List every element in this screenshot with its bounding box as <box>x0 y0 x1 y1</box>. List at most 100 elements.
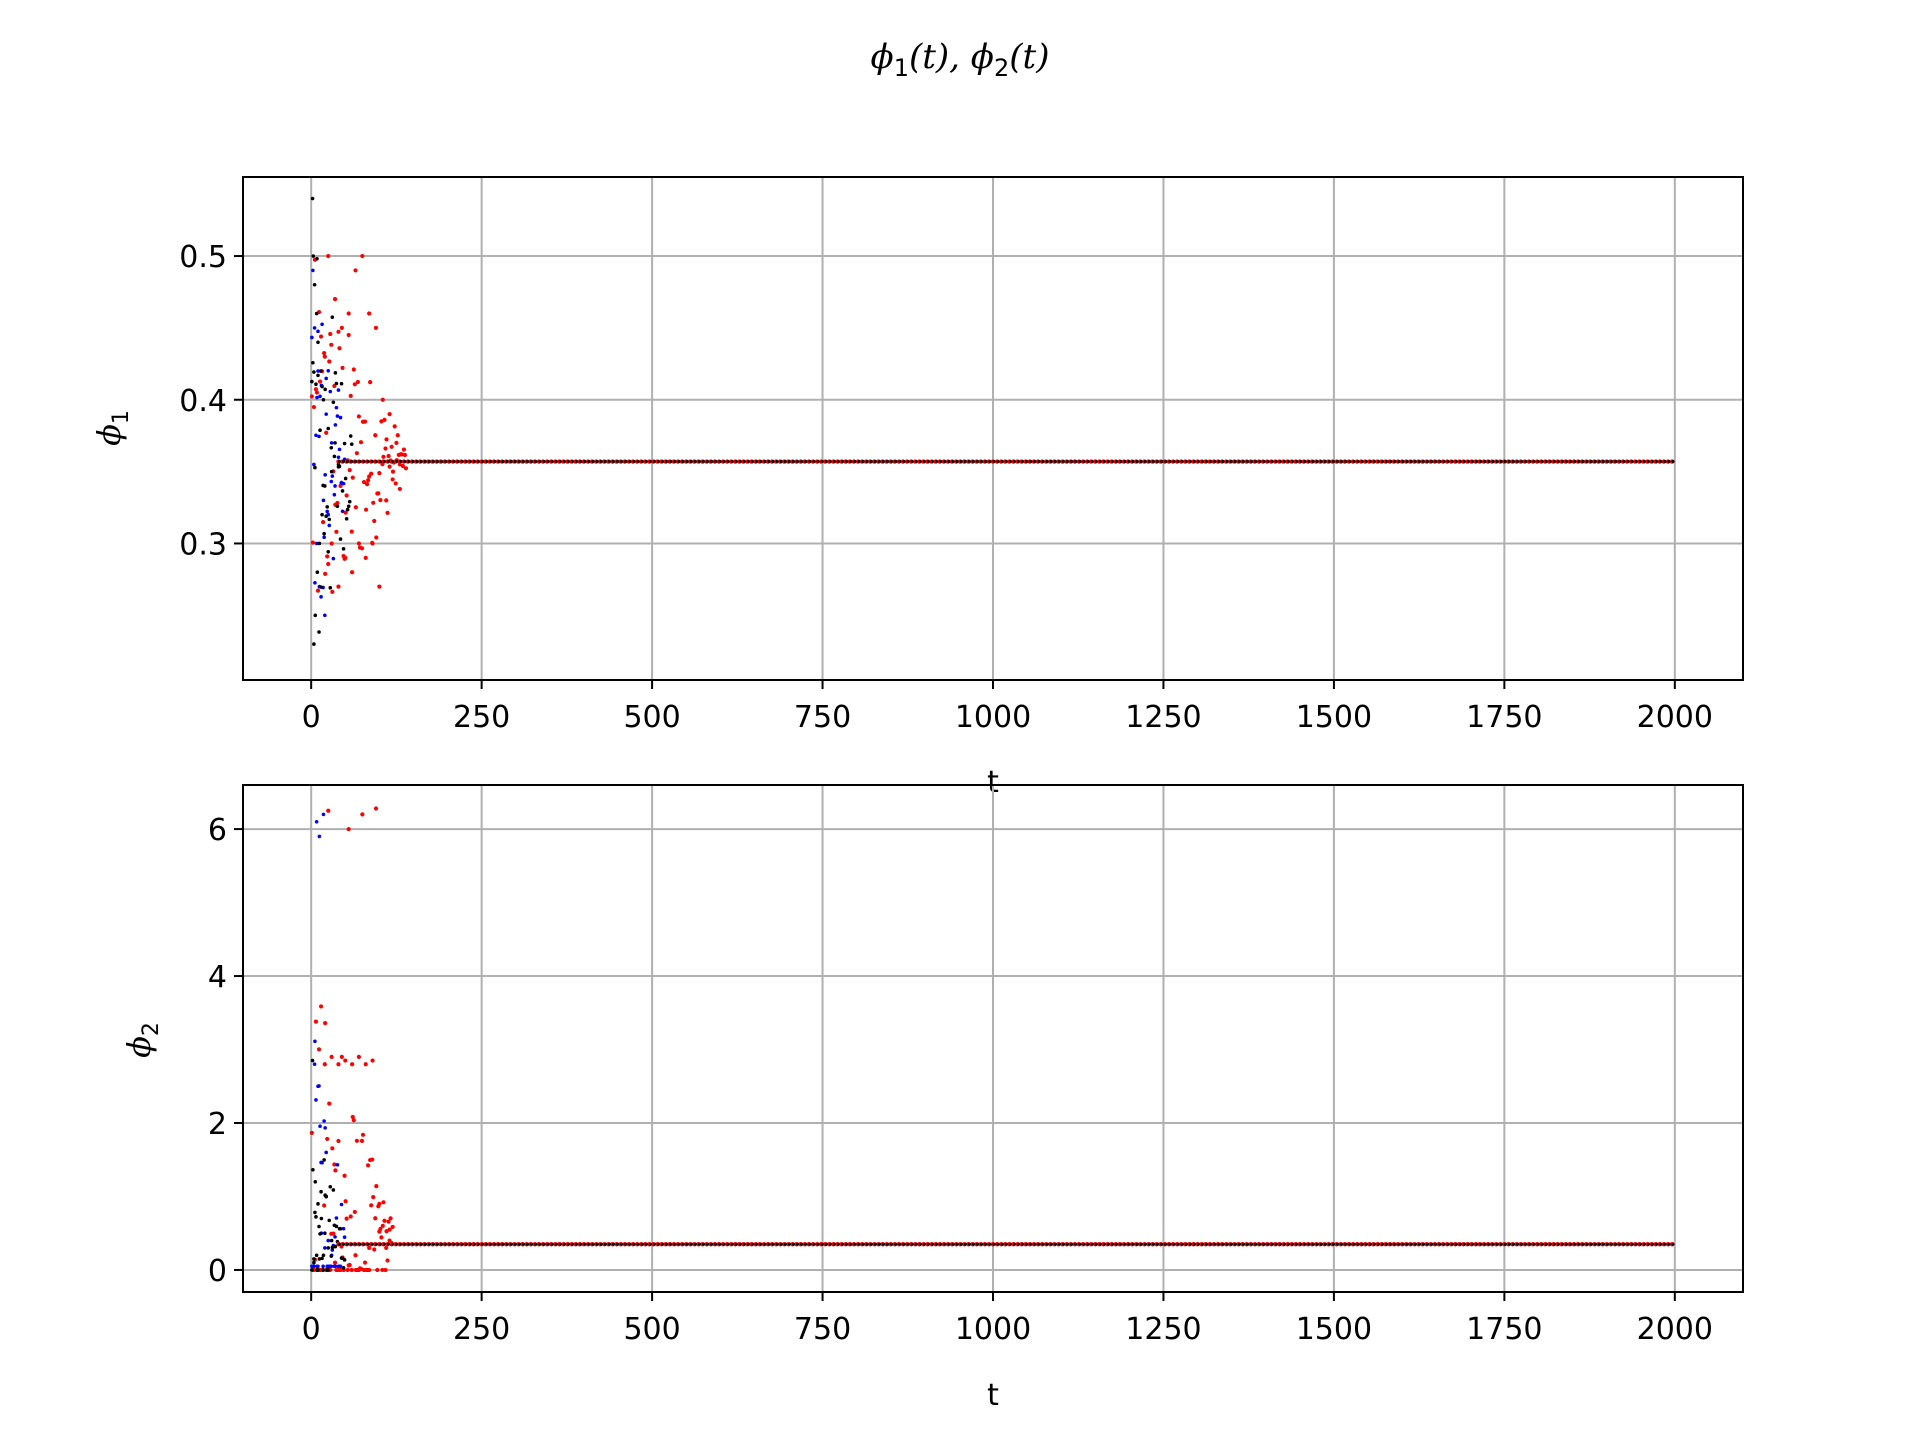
phi1-series-2-point <box>1295 460 1299 464</box>
phi1-series-2-point <box>1377 460 1381 464</box>
phi2-series-2-point <box>1012 1242 1016 1246</box>
phi1-series-2-point <box>314 382 318 387</box>
phi2-series-0-point <box>377 1201 382 1206</box>
phi2-series-1-point <box>321 812 326 817</box>
phi1-series-2-point <box>423 460 427 464</box>
phi2-series-1-point <box>312 1264 316 1269</box>
phi1-series-2-point <box>312 642 316 646</box>
phi1-series-2-point <box>538 460 542 464</box>
phi2-series-1-point <box>316 1084 320 1089</box>
phi1-series-2-point <box>1217 460 1221 464</box>
phi1-series-2-point <box>513 460 517 464</box>
phi2-series-2-point <box>1626 1242 1630 1246</box>
phi2-series-2-point <box>1651 1242 1655 1246</box>
phi2-series-2-point <box>1528 1242 1532 1246</box>
phi2-series-2-point <box>313 1210 317 1215</box>
phi1-series-2-point <box>534 460 538 464</box>
phi2-series-0-point <box>323 1021 328 1026</box>
phi2-series-2-point <box>1569 1242 1573 1246</box>
phi1-series-2-point <box>316 373 320 378</box>
phi1-series-2-point <box>1528 460 1532 464</box>
phi2-series-2-point <box>1336 1242 1340 1246</box>
phi1-series-2-point <box>1237 460 1241 464</box>
phi1-series-0-point <box>311 404 317 410</box>
phi2-series-2-point <box>415 1242 419 1246</box>
phi2-series-2-point <box>669 1242 673 1246</box>
phi1-series-0-point <box>390 469 396 474</box>
phi2-series-0-point <box>366 1163 371 1168</box>
phi1-series-0-point <box>334 529 339 534</box>
phi2-series-0-point <box>343 1058 348 1063</box>
phi1-series-2-point <box>1589 460 1593 464</box>
phi1-series-2-point <box>693 460 697 464</box>
phi1-series-2-point <box>898 460 902 464</box>
phi2-series-2-point <box>314 1253 319 1258</box>
phi1-series-2-point <box>1573 460 1577 464</box>
phi1-series-2-point <box>325 505 330 509</box>
phi2-series-2-point <box>1033 1242 1037 1246</box>
phi1-series-2-point <box>1287 460 1291 464</box>
phi1-series-0-point <box>362 419 368 424</box>
phi2-series-2-point <box>1671 1242 1675 1246</box>
phi2-series-2-point <box>742 1242 746 1246</box>
phi2-series-0-point <box>360 812 365 817</box>
phi1-series-2-point <box>316 340 320 345</box>
phi2-series-2-point <box>1454 1242 1458 1246</box>
phi1-series-2-point <box>411 460 415 464</box>
phi2-series-0-point <box>330 1146 335 1151</box>
phi2-series-2-point <box>624 1242 628 1246</box>
phi2-series-2-point <box>1291 1242 1295 1246</box>
phi1-xtick-label: 0 <box>302 700 321 735</box>
phi1-series-0-point <box>326 561 331 567</box>
phi1-series-2-point <box>890 460 894 464</box>
phi1-series-2-point <box>1262 460 1266 464</box>
phi2-series-2-point <box>685 1242 689 1246</box>
phi1-series-2-point <box>1610 460 1614 464</box>
phi2-series-2-point <box>1458 1242 1462 1246</box>
phi2-series-2-point <box>751 1242 755 1246</box>
phi2-series-2-point <box>1471 1242 1475 1246</box>
phi1-series-2-point <box>1049 460 1053 464</box>
phi2-series-2-point <box>1070 1242 1074 1246</box>
phi2-series-2-point <box>984 1242 988 1246</box>
phi1-series-2-point <box>1045 460 1049 464</box>
phi1-series-2-point <box>927 460 931 464</box>
phi2-series-2-point <box>481 1242 485 1246</box>
phi2-series-2-point <box>513 1242 517 1246</box>
phi1-series-0-point <box>322 351 327 356</box>
phi1-series-2-point <box>320 512 324 517</box>
phi1-series-0-point <box>371 500 376 505</box>
phi2-series-2-point <box>587 1242 591 1246</box>
phi1-series-2-point <box>1422 460 1426 464</box>
phi1-series-0-point <box>366 478 371 483</box>
phi1-series-2-point <box>673 460 677 464</box>
phi1-series-2-point <box>477 460 481 464</box>
phi1-series-2-point <box>1552 460 1556 464</box>
phi1-series-2-point <box>314 311 319 316</box>
phi2-series-2-point <box>808 1242 812 1246</box>
phi1-series-2-point <box>1577 460 1581 464</box>
phi2-series-2-point <box>562 1242 566 1246</box>
phi2-series-2-point <box>1372 1242 1376 1246</box>
phi2-series-2-point <box>1037 1242 1041 1246</box>
phi1-series-2-point <box>1442 460 1446 464</box>
phi2-series-2-point <box>693 1242 697 1246</box>
phi2-series-2-point <box>1168 1242 1172 1246</box>
phi2-series-1-point <box>326 1238 331 1243</box>
phi1-series-2-point <box>571 460 575 464</box>
phi2-series-2-point <box>468 1242 472 1246</box>
phi2-xtick-label: 250 <box>453 1312 510 1347</box>
phi1-series-0-point <box>370 541 375 546</box>
phi1-series-2-point <box>1180 460 1184 464</box>
phi2-series-2-point <box>382 1242 386 1246</box>
phi1-series-0-point <box>324 430 329 435</box>
phi2-series-1-point <box>322 1119 326 1123</box>
phi1-series-0-point <box>348 393 353 398</box>
phi2-series-2-point <box>1086 1242 1090 1246</box>
phi1-series-2-point <box>697 460 701 464</box>
phi1-series-0-point <box>326 253 331 259</box>
phi1-series-2-point <box>1544 460 1548 464</box>
phi1-series-2-point <box>1074 460 1078 464</box>
phi1-series-2-point <box>333 371 338 375</box>
phi1-series-0-point <box>353 268 358 273</box>
